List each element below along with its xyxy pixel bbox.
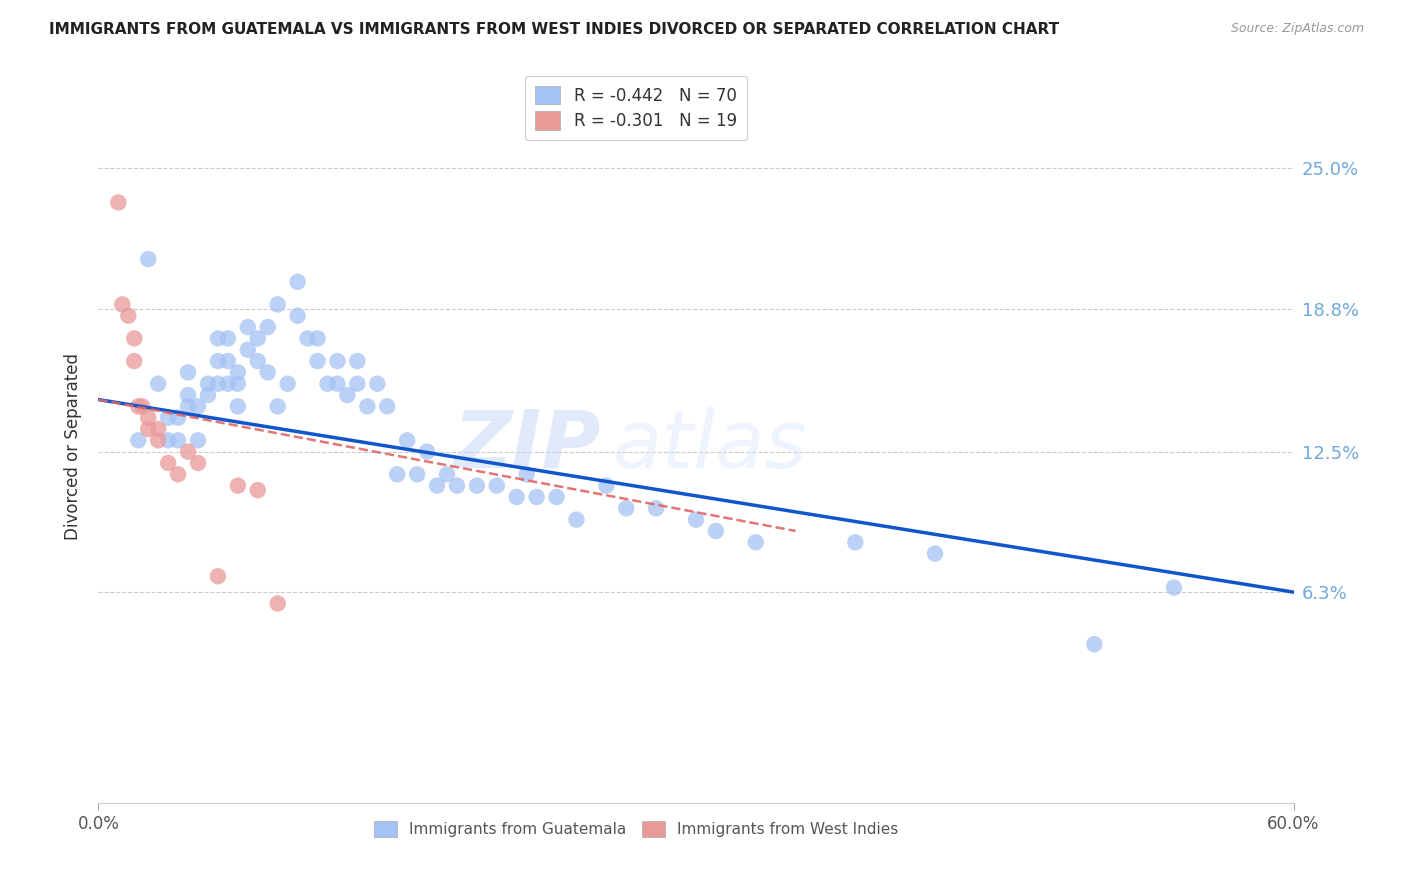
Point — [267, 597, 290, 611]
Point — [177, 444, 200, 458]
Point — [217, 376, 239, 391]
Point — [236, 320, 259, 334]
Point — [148, 422, 170, 436]
Y-axis label: Divorced or Separated: Divorced or Separated — [63, 352, 82, 540]
Point — [131, 400, 153, 414]
Point — [246, 331, 269, 345]
Point — [124, 331, 146, 345]
Point — [246, 483, 269, 498]
Text: IMMIGRANTS FROM GUATEMALA VS IMMIGRANTS FROM WEST INDIES DIVORCED OR SEPARATED C: IMMIGRANTS FROM GUATEMALA VS IMMIGRANTS … — [49, 22, 1059, 37]
Point — [336, 388, 359, 402]
Point — [416, 444, 439, 458]
Point — [745, 535, 768, 549]
Point — [177, 388, 200, 402]
Point — [111, 297, 134, 311]
Point — [226, 400, 249, 414]
Point — [446, 478, 468, 492]
Point — [124, 354, 146, 368]
Point — [207, 331, 229, 345]
Point — [157, 434, 180, 448]
Point — [426, 478, 449, 492]
Point — [307, 354, 329, 368]
Point — [177, 400, 200, 414]
Point — [127, 400, 149, 414]
Point — [614, 501, 637, 516]
Point — [177, 365, 200, 379]
Point — [704, 524, 727, 538]
Point — [207, 376, 229, 391]
Point — [385, 467, 409, 482]
Point — [287, 309, 309, 323]
Point — [356, 400, 378, 414]
Point — [226, 365, 249, 379]
Point — [645, 501, 668, 516]
Point — [277, 376, 299, 391]
Point — [465, 478, 488, 492]
Point — [148, 434, 170, 448]
Point — [924, 547, 946, 561]
Point — [256, 365, 278, 379]
Text: atlas: atlas — [613, 407, 807, 485]
Point — [396, 434, 419, 448]
Point — [226, 478, 249, 492]
Point — [207, 354, 229, 368]
Point — [346, 354, 368, 368]
Point — [217, 331, 239, 345]
Point — [326, 376, 349, 391]
Text: ZIP: ZIP — [453, 407, 600, 485]
Point — [485, 478, 508, 492]
Point — [406, 467, 429, 482]
Point — [127, 434, 149, 448]
Point — [844, 535, 866, 549]
Point — [375, 400, 398, 414]
Point — [197, 376, 219, 391]
Point — [506, 490, 529, 504]
Point — [685, 513, 707, 527]
Point — [187, 456, 209, 470]
Point — [297, 331, 319, 345]
Point — [226, 376, 249, 391]
Point — [256, 320, 278, 334]
Point — [136, 252, 159, 266]
Point — [246, 354, 269, 368]
Point — [217, 354, 239, 368]
Point — [157, 456, 180, 470]
Point — [197, 388, 219, 402]
Point — [366, 376, 388, 391]
Point — [1083, 637, 1105, 651]
Point — [136, 422, 159, 436]
Point — [187, 400, 209, 414]
Point — [167, 410, 190, 425]
Point — [287, 275, 309, 289]
Point — [267, 297, 290, 311]
Point — [595, 478, 617, 492]
Point — [1163, 581, 1185, 595]
Point — [167, 434, 190, 448]
Point — [117, 309, 139, 323]
Point — [267, 400, 290, 414]
Point — [187, 434, 209, 448]
Point — [346, 376, 368, 391]
Point — [157, 410, 180, 425]
Point — [136, 410, 159, 425]
Text: Source: ZipAtlas.com: Source: ZipAtlas.com — [1230, 22, 1364, 36]
Point — [316, 376, 339, 391]
Point — [307, 331, 329, 345]
Legend: Immigrants from Guatemala, Immigrants from West Indies: Immigrants from Guatemala, Immigrants fr… — [367, 814, 905, 845]
Point — [207, 569, 229, 583]
Point — [565, 513, 588, 527]
Point — [546, 490, 568, 504]
Point — [526, 490, 548, 504]
Point — [436, 467, 458, 482]
Point — [167, 467, 190, 482]
Point — [236, 343, 259, 357]
Point — [148, 376, 170, 391]
Point — [326, 354, 349, 368]
Point — [516, 467, 538, 482]
Point — [107, 195, 129, 210]
